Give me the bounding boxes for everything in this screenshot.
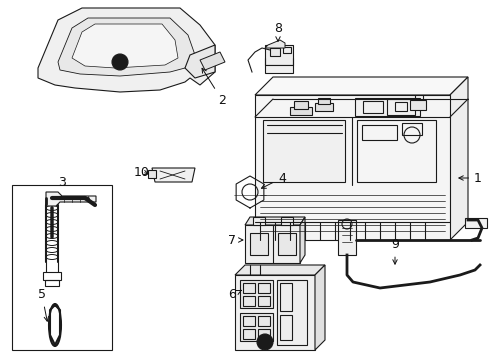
Text: 8: 8 (274, 22, 282, 41)
Bar (315, 103, 333, 111)
Polygon shape (38, 8, 215, 92)
Bar (265, 45, 293, 65)
Polygon shape (300, 217, 305, 263)
Bar (290, 107, 312, 115)
Bar (12, 185, 112, 350)
Bar (357, 120, 436, 182)
Polygon shape (255, 77, 468, 95)
Bar (277, 280, 307, 345)
Bar (240, 313, 273, 341)
Polygon shape (450, 77, 468, 240)
Bar (148, 170, 156, 178)
Bar (258, 316, 270, 326)
Bar (355, 98, 420, 116)
Polygon shape (152, 168, 195, 182)
Bar (258, 329, 270, 339)
Text: 9: 9 (391, 238, 399, 264)
Circle shape (257, 334, 273, 350)
Text: 6: 6 (228, 288, 242, 302)
Polygon shape (72, 24, 178, 68)
Polygon shape (235, 265, 325, 275)
Text: 10: 10 (134, 166, 150, 179)
Bar (245, 225, 300, 263)
Bar (294, 101, 308, 109)
Bar (387, 99, 415, 115)
Bar (45, 280, 59, 286)
Bar (235, 275, 315, 350)
Polygon shape (265, 40, 285, 48)
Bar (270, 48, 280, 56)
Polygon shape (46, 192, 96, 206)
Text: 3: 3 (58, 176, 66, 189)
Bar (402, 123, 422, 135)
Text: 2: 2 (202, 68, 226, 107)
Bar (338, 220, 356, 255)
Text: 4: 4 (262, 171, 286, 188)
Bar (363, 101, 383, 113)
Bar (43, 272, 61, 280)
Bar (280, 283, 292, 311)
Bar (283, 47, 291, 53)
Bar (280, 315, 292, 340)
Bar (258, 283, 270, 293)
Bar (243, 283, 255, 293)
Bar (265, 65, 293, 73)
Polygon shape (245, 217, 305, 225)
Circle shape (112, 54, 128, 70)
Text: 7: 7 (228, 234, 243, 247)
Polygon shape (315, 265, 325, 350)
Bar (281, 217, 293, 225)
Bar (465, 218, 487, 228)
Bar (258, 296, 270, 306)
Text: 5: 5 (38, 288, 49, 321)
Bar (263, 120, 345, 182)
Bar (255, 95, 450, 240)
Bar (243, 329, 255, 339)
Bar (410, 100, 426, 110)
Polygon shape (200, 52, 225, 70)
Bar (240, 280, 273, 308)
Bar (395, 102, 407, 111)
Bar (243, 316, 255, 326)
Bar (318, 98, 330, 104)
Text: 1: 1 (459, 171, 482, 184)
Bar (243, 296, 255, 306)
Bar (278, 233, 296, 255)
Bar (253, 217, 265, 225)
Bar (250, 233, 268, 255)
Polygon shape (185, 45, 215, 78)
Polygon shape (58, 18, 195, 76)
Bar (362, 125, 397, 140)
